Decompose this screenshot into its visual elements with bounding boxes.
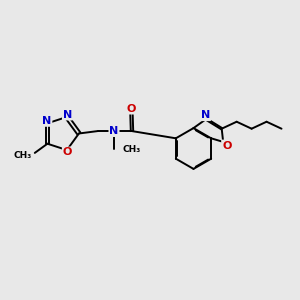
Text: O: O xyxy=(222,140,232,151)
Text: O: O xyxy=(127,103,136,114)
Text: N: N xyxy=(42,116,51,126)
Text: N: N xyxy=(63,110,72,120)
Text: N: N xyxy=(201,110,210,120)
Text: N: N xyxy=(110,126,118,136)
Text: CH₃: CH₃ xyxy=(14,151,32,160)
Text: CH₃: CH₃ xyxy=(123,145,141,154)
Text: O: O xyxy=(63,147,72,158)
